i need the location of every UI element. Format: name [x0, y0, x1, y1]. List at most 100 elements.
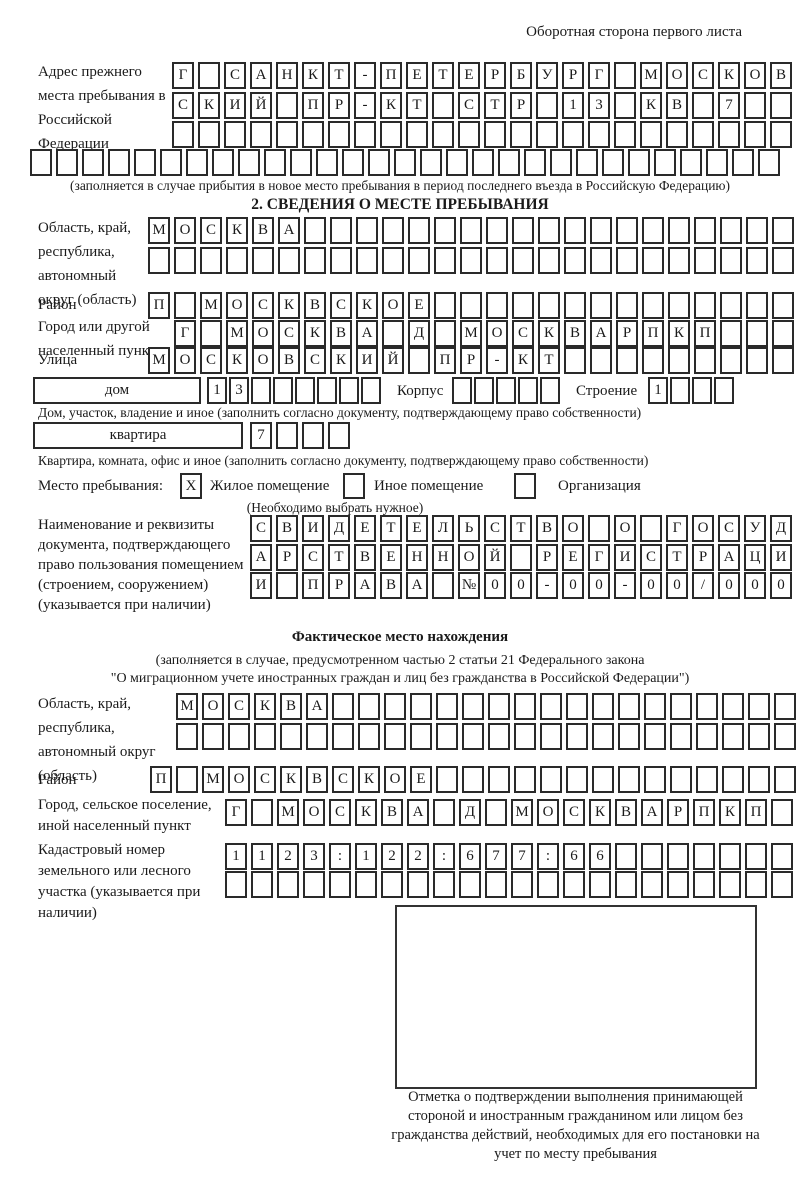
stay-type-checkbox-other — [343, 473, 365, 499]
char-cell — [254, 723, 276, 750]
char-cell — [459, 871, 481, 898]
char-cell — [670, 766, 692, 793]
confirmation-stamp-box — [395, 905, 757, 1089]
char-cell: - — [354, 92, 376, 119]
char-cell: С — [332, 766, 354, 793]
char-cell — [642, 292, 664, 319]
char-cell: С — [250, 515, 272, 542]
char-cell — [618, 693, 640, 720]
char-cell — [273, 377, 293, 404]
korpus-row — [452, 377, 560, 404]
char-cell — [536, 92, 558, 119]
char-cell — [358, 693, 380, 720]
char-cell — [474, 377, 494, 404]
char-cell — [472, 149, 494, 176]
char-cell — [433, 799, 455, 826]
char-cell: О — [382, 292, 404, 319]
char-cell: Е — [408, 292, 430, 319]
actual-location-note-1: (заполняется в случае, предусмотренном ч… — [155, 653, 645, 668]
char-cell: С — [330, 292, 352, 319]
char-cell — [640, 121, 662, 148]
char-cell — [694, 292, 716, 319]
char-cell — [641, 871, 663, 898]
char-cell — [540, 766, 562, 793]
apartment-note: Квартира, комната, офис и иное (заполнит… — [38, 453, 649, 468]
char-cell: 0 — [562, 572, 584, 599]
char-cell: П — [150, 766, 172, 793]
char-cell — [772, 217, 794, 244]
char-cell: 0 — [718, 572, 740, 599]
char-cell: Д — [770, 515, 792, 542]
char-cell — [434, 320, 456, 347]
char-cell — [590, 292, 612, 319]
char-cell — [276, 121, 298, 148]
char-cell — [518, 377, 538, 404]
char-cell — [394, 149, 416, 176]
region-label: Область, край, республика, автономный ок… — [38, 220, 137, 308]
char-cell — [770, 121, 792, 148]
document-row-3: И П Р А В А № 0 0-0 0-0 0/0 0 0 — [250, 572, 792, 599]
prev-address-label: Адрес прежнего места пребывания в Россий… — [38, 64, 166, 152]
char-cell — [668, 292, 690, 319]
char-cell — [770, 92, 792, 119]
char-cell — [732, 149, 754, 176]
char-cell — [564, 247, 586, 274]
char-cell — [278, 247, 300, 274]
char-cell: Й — [484, 544, 506, 571]
char-cell: С — [692, 62, 714, 89]
char-cell — [410, 723, 432, 750]
char-cell: А — [407, 799, 429, 826]
char-cell: 0 — [484, 572, 506, 599]
char-cell — [772, 320, 794, 347]
char-cell — [488, 766, 510, 793]
char-cell: Е — [354, 515, 376, 542]
char-cell — [329, 871, 351, 898]
char-cell: Г — [174, 320, 196, 347]
char-cell — [382, 320, 404, 347]
char-cell — [382, 217, 404, 244]
char-cell — [696, 723, 718, 750]
char-cell: К — [380, 92, 402, 119]
house-note: Дом, участок, владение и иное (заполнить… — [38, 405, 642, 420]
char-cell — [277, 871, 299, 898]
char-cell — [692, 377, 712, 404]
char-cell — [332, 723, 354, 750]
char-cell — [772, 292, 794, 319]
char-cell — [488, 693, 510, 720]
char-cell: К — [198, 92, 220, 119]
char-cell: 2 — [381, 843, 403, 870]
char-cell: М — [277, 799, 299, 826]
char-cell: 2 — [407, 843, 429, 870]
char-cell — [720, 217, 742, 244]
char-cell — [108, 149, 130, 176]
char-cell — [251, 799, 273, 826]
char-cell — [408, 347, 430, 374]
char-cell: 1 — [562, 92, 584, 119]
char-cell — [330, 247, 352, 274]
char-cell — [434, 217, 456, 244]
char-cell: 1 — [648, 377, 668, 404]
actual-region-label: Область, край, республика, автономный ок… — [38, 696, 156, 784]
char-cell: М — [460, 320, 482, 347]
char-cell: 7 — [718, 92, 740, 119]
char-cell — [696, 693, 718, 720]
char-cell — [342, 149, 364, 176]
char-cell — [614, 121, 636, 148]
char-cell: : — [537, 843, 559, 870]
char-cell: У — [744, 515, 766, 542]
char-cell — [720, 320, 742, 347]
char-cell — [618, 766, 640, 793]
char-cell — [540, 723, 562, 750]
char-cell: С — [228, 693, 250, 720]
char-cell — [355, 871, 377, 898]
char-cell — [512, 217, 534, 244]
char-cell: И — [224, 92, 246, 119]
char-cell: О — [384, 766, 406, 793]
